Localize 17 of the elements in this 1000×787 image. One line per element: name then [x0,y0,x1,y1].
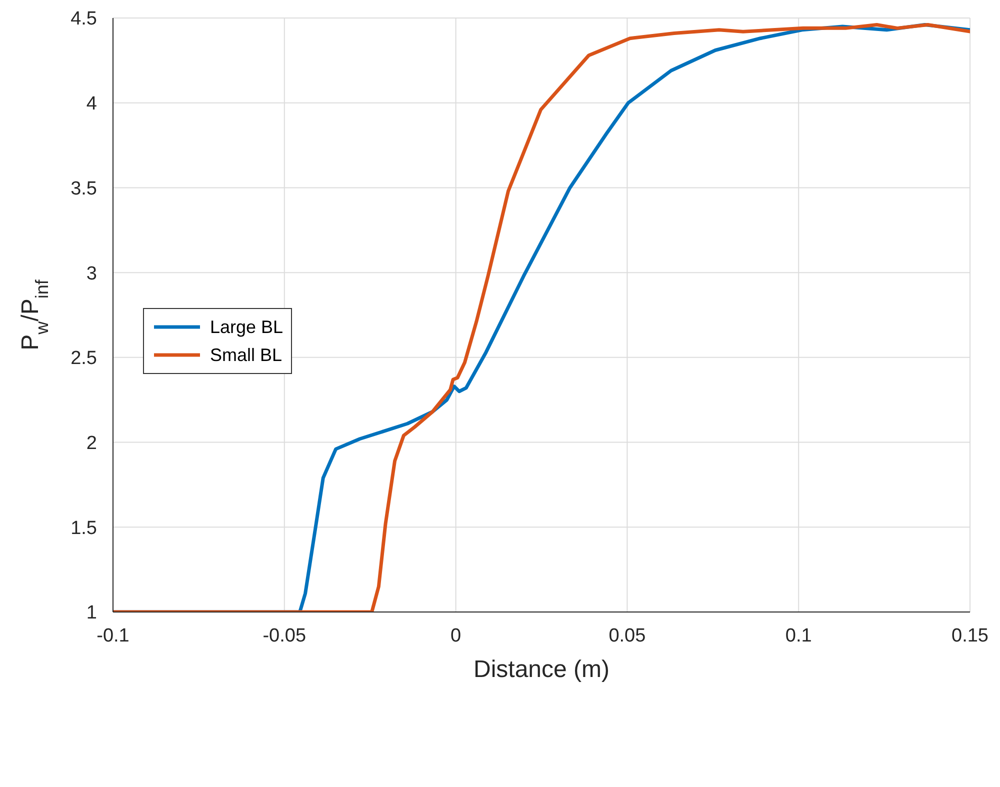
x-tick-label: 0 [450,625,462,646]
x-tick-label: 0.15 [952,625,988,646]
y-tick-label: 1.5 [70,518,97,539]
x-tick-label: -0.05 [262,625,306,646]
y-tick-label: 3.5 [70,178,97,200]
x-axis-title: Distance (m) [473,656,610,683]
y-tick-label: 2 [86,433,97,454]
y-tick-label: 1 [86,602,97,624]
x-tick-label: 0.1 [785,625,812,646]
y-tick-label: 4.5 [70,8,97,30]
y-tick-label: 3 [86,263,97,284]
legend-label: Small BL [210,344,282,366]
x-tick-label: 0.05 [608,625,646,646]
x-tick-label: -0.1 [96,625,130,646]
legend-label: Large BL [210,316,284,338]
y-tick-label: 2.5 [70,348,97,370]
y-tick-label: 4 [86,94,98,115]
